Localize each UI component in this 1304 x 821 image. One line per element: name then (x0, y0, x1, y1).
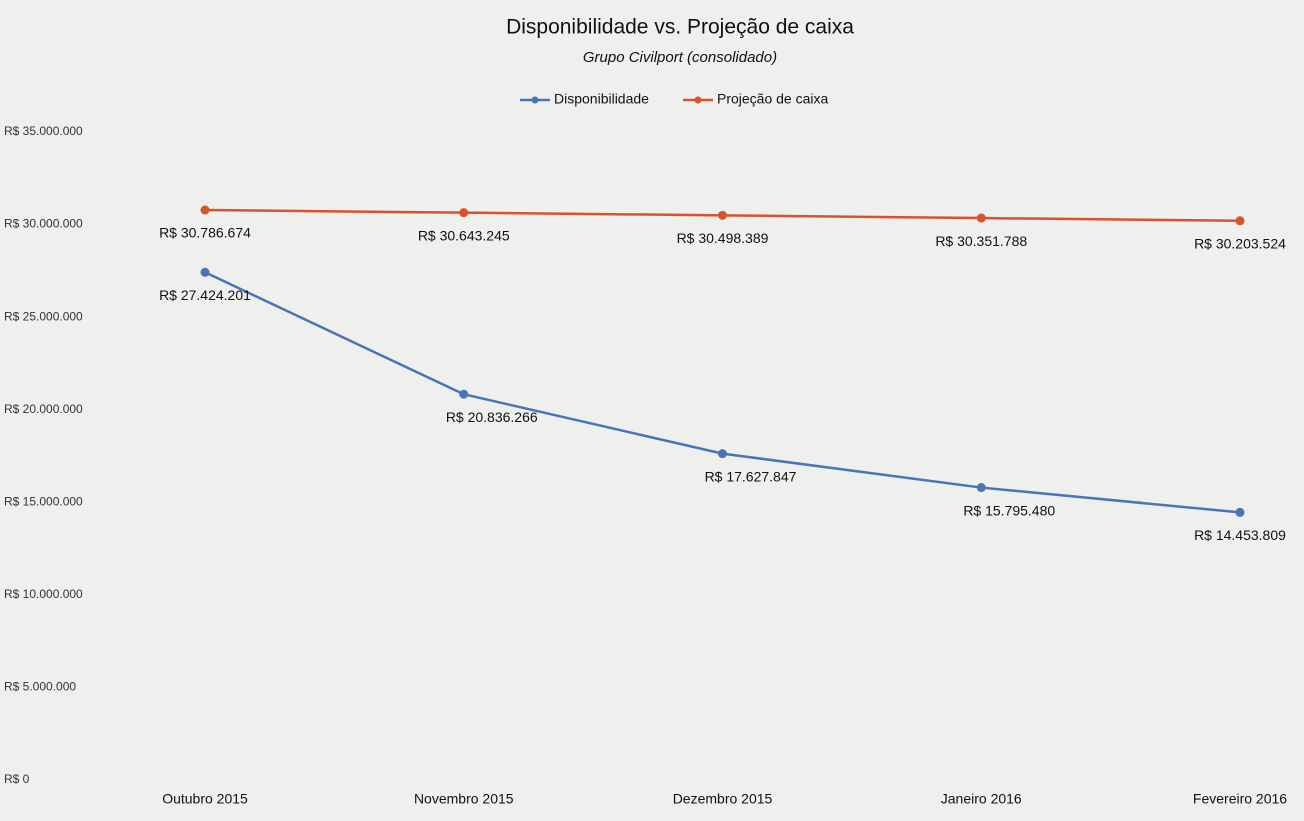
point (1235, 216, 1245, 226)
data-label: R$ 30.498.389 (677, 230, 769, 246)
data-label: R$ 17.627.847 (705, 468, 797, 484)
y-tick-label: R$ 20.000.000 (4, 402, 83, 416)
data-label: R$ 15.795.480 (963, 502, 1055, 518)
data-label: R$ 27.424.201 (159, 287, 251, 303)
y-tick-label: R$ 35.000.000 (4, 124, 83, 138)
x-tick-label: Outubro 2015 (162, 791, 248, 807)
legend-marker (531, 96, 539, 104)
point (459, 208, 469, 218)
x-tick-label: Dezembro 2015 (673, 791, 773, 807)
point (1235, 507, 1245, 517)
data-label: R$ 30.203.524 (1194, 236, 1286, 252)
y-tick-label: R$ 10.000.000 (4, 587, 83, 601)
data-label: R$ 14.453.809 (1194, 527, 1286, 543)
y-tick-label: R$ 15.000.000 (4, 494, 83, 508)
x-tick-label: Novembro 2015 (414, 791, 514, 807)
data-label: R$ 20.836.266 (446, 409, 538, 425)
legend-label: Disponibilidade (554, 91, 649, 107)
point (718, 210, 727, 220)
y-tick-label: R$ 5.000.000 (4, 680, 76, 694)
point (200, 205, 210, 215)
x-tick-label: Janeiro 2016 (941, 791, 1022, 807)
point (200, 267, 210, 277)
y-tick-label: R$ 25.000.000 (4, 309, 83, 323)
chart-subtitle: Grupo Civilport (consolidado) (583, 49, 777, 66)
point (976, 213, 986, 223)
legend-label: Projeção de caixa (717, 91, 829, 107)
data-label: R$ 30.351.788 (935, 233, 1027, 249)
point (718, 449, 727, 459)
legend-marker (694, 96, 702, 104)
data-label: R$ 30.786.674 (159, 225, 251, 241)
data-label: R$ 30.643.245 (418, 227, 510, 243)
y-tick-label: R$ 0 (4, 772, 30, 786)
point (976, 483, 986, 493)
point (459, 389, 469, 399)
chart-title: Disponibilidade vs. Projeção de caixa (506, 16, 854, 39)
y-tick-label: R$ 30.000.000 (4, 217, 83, 231)
x-tick-label: Fevereiro 2016 (1193, 791, 1287, 807)
